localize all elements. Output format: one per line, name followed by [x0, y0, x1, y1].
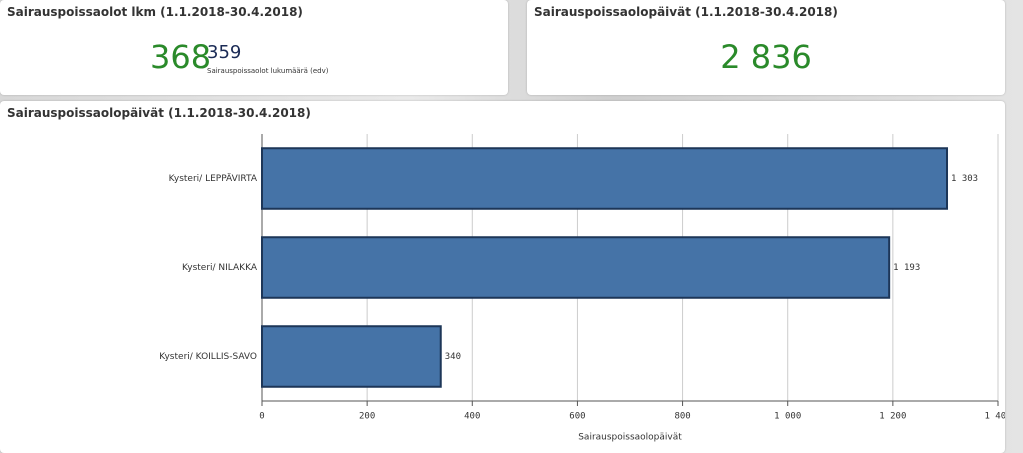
x-tick-label: 800: [674, 412, 690, 422]
x-tick-label: 0: [259, 412, 264, 422]
kpi-card: Sairauspoissaolopäivät (1.1.2018-30.4.20…: [527, 0, 1005, 95]
value-label: 1 193: [893, 263, 920, 273]
kpi-secondary: 359: [207, 42, 242, 63]
value-label: 340: [445, 352, 461, 362]
x-tick-label: 1 200: [879, 412, 906, 422]
chart: 0 200 400 600 800 1 000 1 200 1 400 Sairauspoiss…: [159, 134, 1005, 443]
kpi-title: Sairauspoissaolot lkm (1.1.2018-30.4.201…: [7, 5, 303, 19]
kpi-card: Sairauspoissaolot lkm (1.1.2018-30.4.201…: [0, 0, 508, 95]
x-tick-label: 1 400: [984, 412, 1005, 422]
kpi-title: Sairauspoissaolopäivät (1.1.2018-30.4.20…: [534, 5, 838, 19]
bar: [261, 147, 949, 210]
kpi-value: 2 836: [720, 38, 812, 76]
x-axis-label: Sairauspoissaolopäivät: [578, 433, 682, 443]
chart-title: Sairauspoissaolopäivät (1.1.2018-30.4.20…: [7, 106, 311, 120]
x-tick-label: 200: [359, 412, 375, 422]
kpi-sublabel: Sairauspoissaolot lukumäärä (edv): [207, 67, 329, 75]
bar: [261, 325, 442, 388]
y-tick-label: Kysteri/ NILAKKA: [182, 263, 258, 273]
y-tick-label: Kysteri/ LEPPÄVIRTA: [169, 173, 258, 184]
bar: [261, 236, 891, 299]
kpi-value: 368: [150, 38, 212, 76]
y-tick-label: Kysteri/ KOILLIS-SAVO: [159, 352, 257, 362]
x-tick-label: 400: [464, 412, 480, 422]
x-tick-label: 600: [569, 412, 585, 422]
x-tick-label: 1 000: [774, 412, 801, 422]
value-label: 1 303: [951, 174, 978, 184]
chart-card: Sairauspoissaolopäivät (1.1.2018-30.4.20…: [0, 101, 1005, 453]
